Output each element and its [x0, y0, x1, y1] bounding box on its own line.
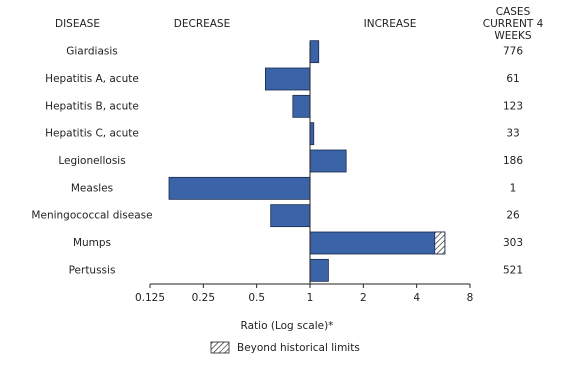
x-tick-label: 8	[467, 292, 474, 304]
cases-value: 521	[503, 264, 523, 276]
cases-value: 1	[510, 182, 517, 194]
bar	[292, 94, 311, 118]
decrease-header: DECREASE	[174, 18, 230, 30]
category-label: Hepatitis C, acute	[45, 128, 139, 140]
cases-value: 186	[503, 155, 523, 167]
cases-value: 33	[506, 128, 519, 140]
legend-swatch	[210, 341, 230, 354]
bar	[309, 231, 446, 255]
beyond-limits	[434, 231, 446, 255]
cases-value: 776	[503, 46, 523, 58]
bar	[309, 40, 320, 64]
bar	[309, 258, 329, 282]
cases-value: 61	[506, 73, 519, 85]
category-label: Pertussis	[69, 264, 116, 276]
category-label: Mumps	[73, 237, 111, 249]
category-label: Hepatitis A, acute	[45, 73, 139, 85]
cases-value: 26	[506, 210, 520, 222]
bar	[309, 149, 347, 173]
x-tick-label: 0.125	[135, 292, 165, 304]
bar	[264, 67, 311, 91]
category-label: Measles	[71, 182, 113, 194]
disease-header: DISEASE	[55, 18, 100, 30]
bar	[270, 204, 311, 228]
category-label: Legionellosis	[58, 155, 125, 167]
x-tick-label: 0.25	[192, 292, 215, 304]
category-label: Hepatitis B, acute	[45, 100, 139, 112]
bar	[168, 176, 311, 200]
increase-header: INCREASE	[364, 18, 417, 30]
x-tick-label: 4	[413, 292, 420, 304]
cases-value: 123	[503, 100, 523, 112]
category-label: Meningococcal disease	[31, 210, 152, 222]
x-tick-label: 1	[307, 292, 314, 304]
cases-header: CASES CURRENT 4 WEEKS	[482, 6, 544, 42]
category-label: Giardiasis	[66, 46, 118, 58]
cases-value: 303	[503, 237, 523, 249]
bar	[309, 122, 315, 146]
legend-label: Beyond historical limits	[237, 342, 360, 354]
x-tick-label: 2	[360, 292, 367, 304]
x-tick-label: 0.5	[248, 292, 265, 304]
x-axis-label: Ratio (Log scale)*	[241, 320, 334, 332]
